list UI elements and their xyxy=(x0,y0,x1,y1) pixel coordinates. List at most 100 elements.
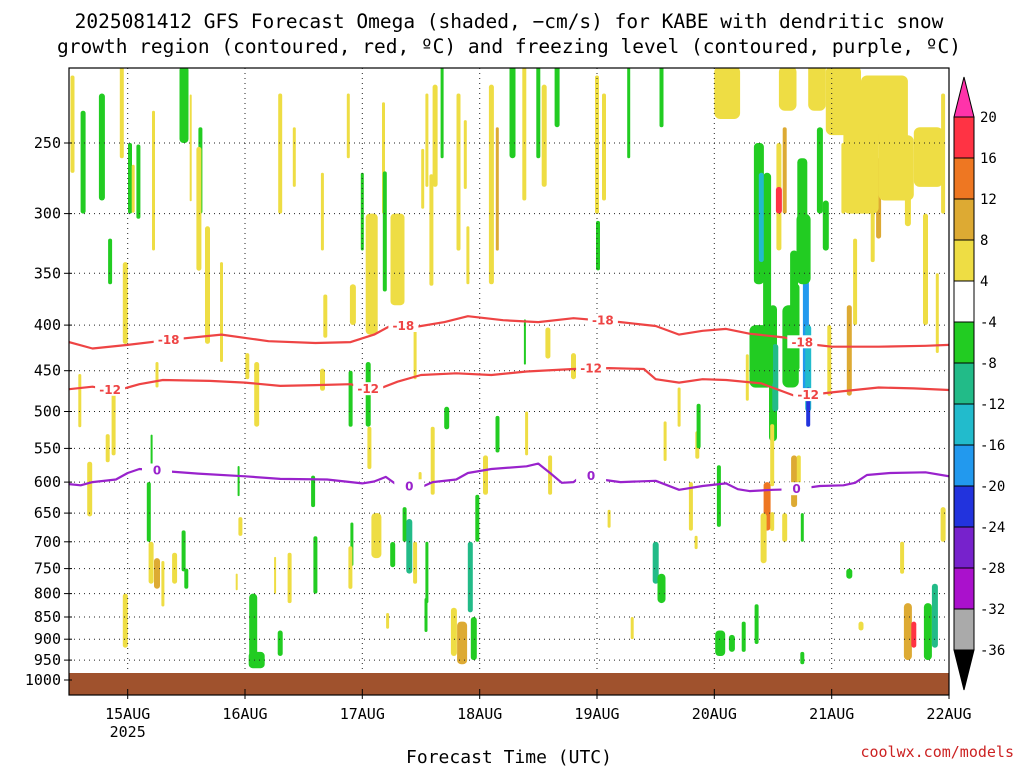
omega-cell xyxy=(694,535,698,550)
omega-cell xyxy=(181,530,186,572)
omega-cell xyxy=(154,558,160,589)
omega-cell xyxy=(495,415,500,453)
x-tick-label: 22AUG xyxy=(926,705,971,723)
omega-cell xyxy=(716,465,721,527)
colorbar-label: -12 xyxy=(980,397,1005,413)
omega-cell xyxy=(483,455,488,495)
contour-label-bg xyxy=(787,335,818,349)
omega-cell xyxy=(429,174,434,286)
omega-patch xyxy=(778,68,797,111)
y-tick-label: 600 xyxy=(34,473,61,491)
omega-cell xyxy=(254,362,260,427)
colorbar-bottom-arrow xyxy=(953,649,975,691)
omega-patch xyxy=(796,213,811,285)
colorbar-cell xyxy=(953,239,975,282)
colorbar-cell xyxy=(953,403,975,446)
x-tick-sublabel: 2025 xyxy=(110,723,146,741)
omega-shading xyxy=(70,68,946,669)
colorbar-cell xyxy=(953,485,975,528)
omega-cell xyxy=(108,238,113,285)
omega-cell xyxy=(595,75,599,214)
contour-label-bg xyxy=(576,361,607,375)
colorbar: 20 16 12 8 4 -4 -8 -12 -16 -20 -24 -28 -32 -36 xyxy=(953,76,1005,691)
omega-cell xyxy=(425,541,429,604)
colorbar-label: 16 xyxy=(980,151,997,167)
contour-label: -12 xyxy=(580,362,602,376)
omega-cell xyxy=(846,568,853,579)
colorbar-cell xyxy=(953,198,975,241)
omega-cell xyxy=(728,634,735,652)
contour-label-bg xyxy=(394,479,425,493)
colorbar-label: 4 xyxy=(980,274,988,290)
omega-cell xyxy=(741,621,746,652)
omega-cell xyxy=(545,327,551,359)
omega-cell xyxy=(122,262,128,344)
omega-cell xyxy=(602,93,606,201)
omega-cell xyxy=(425,93,429,187)
omega-cell xyxy=(525,411,529,456)
contour-label: -18 xyxy=(791,335,813,349)
colorbar-label: -16 xyxy=(980,438,1005,454)
omega-cell xyxy=(688,482,693,531)
y-tick-label: 650 xyxy=(34,504,61,522)
omega-cell xyxy=(278,93,283,214)
colorbar-cell xyxy=(953,526,975,569)
x-axis-label: Forecast Time (UTC) xyxy=(406,747,612,768)
y-axis: 250 300 350 400 450 500 550 600 650 700 750 800 850 9… xyxy=(25,134,72,689)
contour-label: -12 xyxy=(99,383,121,397)
omega-cell xyxy=(858,621,864,631)
y-tick-label: 350 xyxy=(34,264,61,282)
contour-label: -18 xyxy=(393,319,415,333)
omega-cell xyxy=(745,354,749,401)
y-tick-label: 750 xyxy=(34,560,61,578)
omega-cell xyxy=(184,568,189,589)
omega-cell xyxy=(444,406,450,430)
omega-cell xyxy=(131,164,135,213)
y-tick-label: 450 xyxy=(34,362,61,380)
colorbar-label: -36 xyxy=(980,643,1005,659)
y-tick-label: 800 xyxy=(34,585,61,603)
omega-cell xyxy=(457,621,468,665)
omega-cell xyxy=(440,68,444,159)
omega-cell xyxy=(136,144,141,219)
contour-0 xyxy=(69,462,949,493)
omega-cell xyxy=(775,186,782,214)
omega-cell xyxy=(846,305,852,396)
omega-cell xyxy=(853,238,858,325)
omega-cell xyxy=(923,603,932,661)
omega-cell xyxy=(456,93,461,251)
omega-cell xyxy=(78,374,82,428)
omega-cell xyxy=(488,84,494,285)
credit-text: coolwx.com/models xyxy=(860,743,1014,761)
y-tick-label: 950 xyxy=(34,651,61,669)
colorbar-cell xyxy=(953,567,975,610)
omega-cell xyxy=(715,630,726,656)
omega-cell xyxy=(571,353,576,380)
omega-cell xyxy=(450,607,457,656)
omega-cell xyxy=(900,541,905,574)
colorbar-label: 12 xyxy=(980,192,997,208)
omega-cell xyxy=(155,362,159,388)
colorbar-top-arrow xyxy=(953,76,975,118)
omega-cell xyxy=(189,94,192,202)
contour-label-bg xyxy=(576,468,607,482)
colorbar-cell xyxy=(953,280,975,323)
omega-cell xyxy=(770,512,775,531)
omega-cell xyxy=(758,172,764,263)
x-tick-label: 21AUG xyxy=(809,705,854,723)
omega-cell xyxy=(402,507,407,542)
omega-patch xyxy=(843,127,879,214)
omega-cell xyxy=(386,613,390,629)
omega-cell xyxy=(98,93,105,201)
omega-cell xyxy=(677,387,681,427)
colorbar-label: -20 xyxy=(980,479,1005,495)
omega-cell xyxy=(105,434,110,463)
colorbar-label: -4 xyxy=(980,315,997,331)
omega-cell xyxy=(935,273,939,353)
omega-cell xyxy=(554,68,560,128)
omega-cell xyxy=(119,68,124,159)
omega-cell xyxy=(205,226,210,344)
contour-label-bg xyxy=(95,382,126,396)
contour-label-bg xyxy=(793,388,824,402)
x-tick-label: 16AUG xyxy=(222,705,267,723)
